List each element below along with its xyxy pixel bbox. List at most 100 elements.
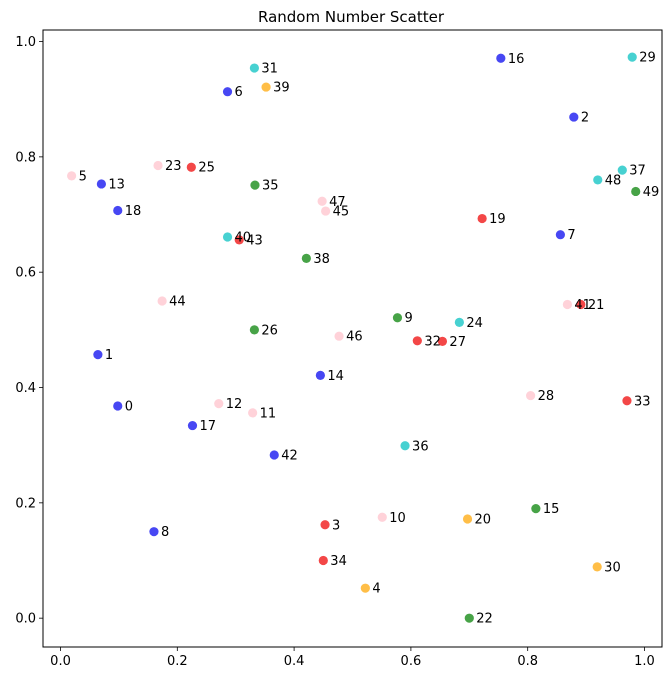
- scatter-point-3: [320, 520, 330, 530]
- scatter-point-23: [153, 160, 163, 171]
- point-label-32: 32: [424, 334, 441, 349]
- point-label-36: 36: [412, 439, 429, 454]
- y-tick-label: 0.4: [15, 381, 36, 396]
- scatter-point-1: [93, 350, 103, 360]
- scatter-point-31: [249, 63, 259, 73]
- point-label-43: 43: [246, 233, 263, 248]
- scatter-point-44: [157, 296, 167, 306]
- scatter-point-26: [249, 325, 259, 335]
- point-label-40: 40: [235, 231, 252, 246]
- point-label-20: 20: [475, 512, 492, 527]
- point-label-41: 41: [574, 298, 591, 313]
- point-label-33: 33: [634, 394, 651, 409]
- point-label-39: 39: [273, 81, 290, 96]
- scatter-point-2: [569, 112, 579, 122]
- scatter-point-32: [412, 336, 422, 346]
- scatter-point-0: [113, 401, 123, 411]
- scatter-point-22: [464, 613, 474, 623]
- point-label-42: 42: [281, 448, 298, 463]
- x-tick-label: 0.6: [401, 654, 422, 669]
- scatter-point-40: [222, 232, 233, 242]
- x-tick-label: 0.4: [284, 654, 305, 669]
- scatter-point-29: [627, 52, 637, 62]
- point-label-7: 7: [567, 228, 575, 243]
- point-label-21: 21: [588, 298, 605, 313]
- scatter-point-11: [248, 408, 258, 418]
- scatter-point-27: [437, 336, 448, 346]
- scatter-point-35: [250, 180, 260, 190]
- point-label-26: 26: [261, 323, 278, 338]
- x-tick-label: 0.0: [50, 654, 71, 669]
- point-label-19: 19: [489, 212, 506, 227]
- scatter-point-16: [496, 53, 506, 63]
- point-label-8: 8: [161, 525, 169, 540]
- scatter-point-25: [186, 162, 196, 172]
- points-layer: [67, 52, 641, 623]
- point-label-17: 17: [199, 419, 216, 434]
- scatter-point-36: [400, 441, 410, 451]
- point-label-29: 29: [639, 51, 656, 66]
- scatter-point-39: [261, 82, 271, 92]
- x-axis: 0.0 0.2 0.4 0.6 0.8 1.0: [50, 647, 655, 669]
- scatter-point-28: [526, 390, 536, 401]
- point-label-9: 9: [404, 311, 412, 326]
- y-tick-label: 0.2: [15, 496, 36, 511]
- point-label-48: 48: [605, 173, 622, 188]
- x-tick-label: 0.2: [167, 654, 188, 669]
- scatter-point-12: [214, 399, 224, 409]
- plot-frame: [42, 29, 663, 648]
- point-label-23: 23: [165, 159, 182, 174]
- point-label-49: 49: [643, 185, 660, 200]
- point-label-46: 46: [346, 330, 363, 345]
- point-labels-layer: 0123456789101112131415161718192021222324…: [79, 51, 660, 627]
- point-label-34: 34: [330, 554, 347, 569]
- scatter-point-9: [392, 313, 403, 323]
- point-label-45: 45: [333, 205, 350, 220]
- point-label-2: 2: [581, 111, 589, 126]
- point-label-24: 24: [466, 316, 483, 331]
- scatter-point-13: [96, 179, 106, 189]
- scatter-point-21: [576, 299, 586, 310]
- scatter-point-7: [555, 230, 565, 240]
- y-tick-label: 0.6: [15, 266, 36, 281]
- scatter-point-15: [531, 504, 541, 514]
- scatter-point-10: [377, 512, 387, 522]
- scatter-point-43: [234, 235, 244, 245]
- point-label-12: 12: [226, 397, 243, 412]
- point-label-4: 4: [372, 582, 380, 597]
- x-tick-label: 0.8: [517, 654, 538, 669]
- scatter-point-49: [631, 186, 641, 197]
- scatter-point-17: [187, 420, 198, 431]
- scatter-point-30: [592, 562, 602, 572]
- point-label-3: 3: [332, 518, 340, 533]
- x-tick-label: 1.0: [634, 654, 655, 669]
- point-label-37: 37: [629, 164, 646, 179]
- scatter-point-46: [334, 331, 344, 341]
- y-tick-label: 0.8: [15, 150, 36, 165]
- point-label-30: 30: [604, 560, 621, 575]
- scatter-point-6: [222, 87, 233, 97]
- point-label-11: 11: [260, 406, 277, 421]
- scatter-point-37: [617, 165, 627, 175]
- y-axis: 0.0 0.2 0.4 0.6 0.8 1.0: [15, 35, 43, 627]
- scatter-point-19: [477, 213, 487, 224]
- scatter-point-34: [318, 555, 328, 566]
- scatter-point-20: [462, 514, 473, 524]
- point-label-35: 35: [262, 179, 279, 194]
- scatter-point-33: [622, 396, 632, 406]
- scatter-point-38: [301, 253, 311, 263]
- scatter-point-4: [360, 583, 370, 593]
- point-label-14: 14: [327, 369, 344, 384]
- point-label-44: 44: [169, 295, 186, 310]
- point-label-5: 5: [79, 169, 87, 184]
- point-label-31: 31: [261, 62, 278, 77]
- scatter-point-42: [269, 450, 279, 460]
- scatter-point-5: [67, 171, 77, 181]
- point-label-10: 10: [389, 511, 406, 526]
- chart-title: Random Number Scatter: [258, 8, 445, 26]
- point-label-28: 28: [538, 389, 555, 404]
- point-label-13: 13: [108, 177, 125, 192]
- scatter-point-47: [317, 196, 327, 206]
- point-label-38: 38: [313, 252, 330, 267]
